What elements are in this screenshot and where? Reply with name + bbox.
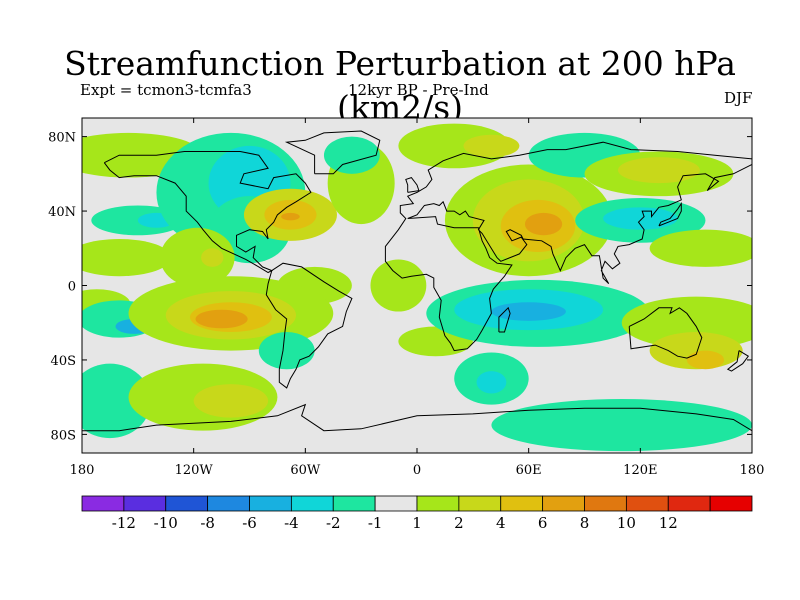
lon-tick-label: 180 xyxy=(70,463,95,478)
lat-tick-label: 80N xyxy=(48,131,76,146)
colorbar-label: 6 xyxy=(538,514,548,532)
lat-tick-label: 40S xyxy=(51,354,76,369)
colorbar-label: -2 xyxy=(326,514,341,532)
season-label: DJF xyxy=(724,89,753,107)
colorbar-swatch xyxy=(458,495,502,512)
colorbar-label: 12 xyxy=(659,514,678,532)
lat-tick-label: 0 xyxy=(68,280,76,295)
colorbar-label: -12 xyxy=(112,514,136,532)
coastline-madagascar xyxy=(498,306,511,333)
coastline-north-america xyxy=(103,151,312,274)
colorbar-label: 10 xyxy=(617,514,636,532)
period-label: 12kyr BP - Pre-Ind xyxy=(348,81,489,99)
lon-tick-label: 120W xyxy=(175,463,214,478)
colorbar-swatch xyxy=(584,495,627,512)
field-blob-20 xyxy=(195,309,248,329)
lon-tick-label: 60W xyxy=(290,463,321,478)
lon-tick-label: 60E xyxy=(516,463,542,478)
colorbar-label: -6 xyxy=(242,514,257,532)
field-blob-35 xyxy=(524,212,563,236)
field-blob-38 xyxy=(618,157,700,184)
field-blob-48 xyxy=(491,399,752,452)
field-blob-29 xyxy=(476,371,507,394)
field-blob-45 xyxy=(649,229,752,267)
field-blob-23 xyxy=(193,384,269,418)
colorbar-label: 1 xyxy=(412,514,422,532)
colorbar-label: 4 xyxy=(496,514,506,532)
axis-ticks: 80N 40N 0 40S 80S 180 120W 60W 0 60E 120E 180 xyxy=(48,118,764,478)
colorbar-swatch xyxy=(500,495,544,512)
coastline-africa-eurasia xyxy=(384,141,752,352)
field-blob-31 xyxy=(463,134,520,158)
colorbar-swatch xyxy=(625,495,669,512)
field-blob-15 xyxy=(201,248,224,267)
colorbar-swatch xyxy=(542,495,585,512)
colorbar-swatch xyxy=(374,495,418,512)
field-blob-14 xyxy=(160,227,235,288)
coastline-greenland xyxy=(284,130,381,175)
lon-tick-label: 120E xyxy=(623,463,657,478)
coastline-antarctica xyxy=(82,403,752,432)
colorbar-swatch xyxy=(207,495,250,512)
colorbar-swatch xyxy=(81,495,125,512)
colorbar-swatch xyxy=(290,495,334,512)
lat-tick-label: 40N xyxy=(48,205,76,220)
colorbar-swatch xyxy=(667,495,711,512)
field-blob-26 xyxy=(370,259,427,312)
lon-tick-label: 180 xyxy=(740,463,765,478)
colorbar-swatch xyxy=(332,495,376,512)
coastline-new-zealand xyxy=(726,350,750,372)
coastlines xyxy=(82,130,752,432)
field-blob-43 xyxy=(491,302,566,321)
experiment-label: Expt = tcmon3-tcmfa3 xyxy=(80,81,252,99)
coastline-australia xyxy=(628,307,703,359)
map-title: Streamfunction Perturbation at 200 hPa (… xyxy=(64,44,736,127)
colorbar: -12 -10 -8 -6 -4 -2 -1 1 2 4 6 8 10 12 xyxy=(81,495,753,532)
colorbar-swatch xyxy=(249,495,292,512)
colorbar-swatch xyxy=(165,495,209,512)
colorbar-label: 8 xyxy=(580,514,590,532)
colorbar-label: 2 xyxy=(454,514,464,532)
coastline-south-america xyxy=(265,262,353,389)
field-blob-40 xyxy=(603,207,678,230)
colorbar-swatch xyxy=(416,495,460,512)
colorbar-swatch xyxy=(709,495,753,512)
lat-tick-label: 80S xyxy=(51,428,76,443)
colorbar-label: -10 xyxy=(154,514,178,532)
field-blob-25 xyxy=(323,136,380,174)
coastline-japan xyxy=(658,201,682,227)
colorbar-swatch xyxy=(123,495,167,512)
field-blob-3 xyxy=(82,363,151,439)
field-blob-21 xyxy=(258,332,315,370)
lon-tick-label: 0 xyxy=(413,463,421,478)
field-blob-6 xyxy=(82,238,172,277)
coastline-british-isles xyxy=(405,177,420,193)
colorbar-label: -8 xyxy=(200,514,215,532)
colorbar-label: -1 xyxy=(368,514,383,532)
field-blob-13 xyxy=(281,212,300,221)
colorbar-label: -4 xyxy=(284,514,299,532)
field-blob-47 xyxy=(686,350,725,370)
